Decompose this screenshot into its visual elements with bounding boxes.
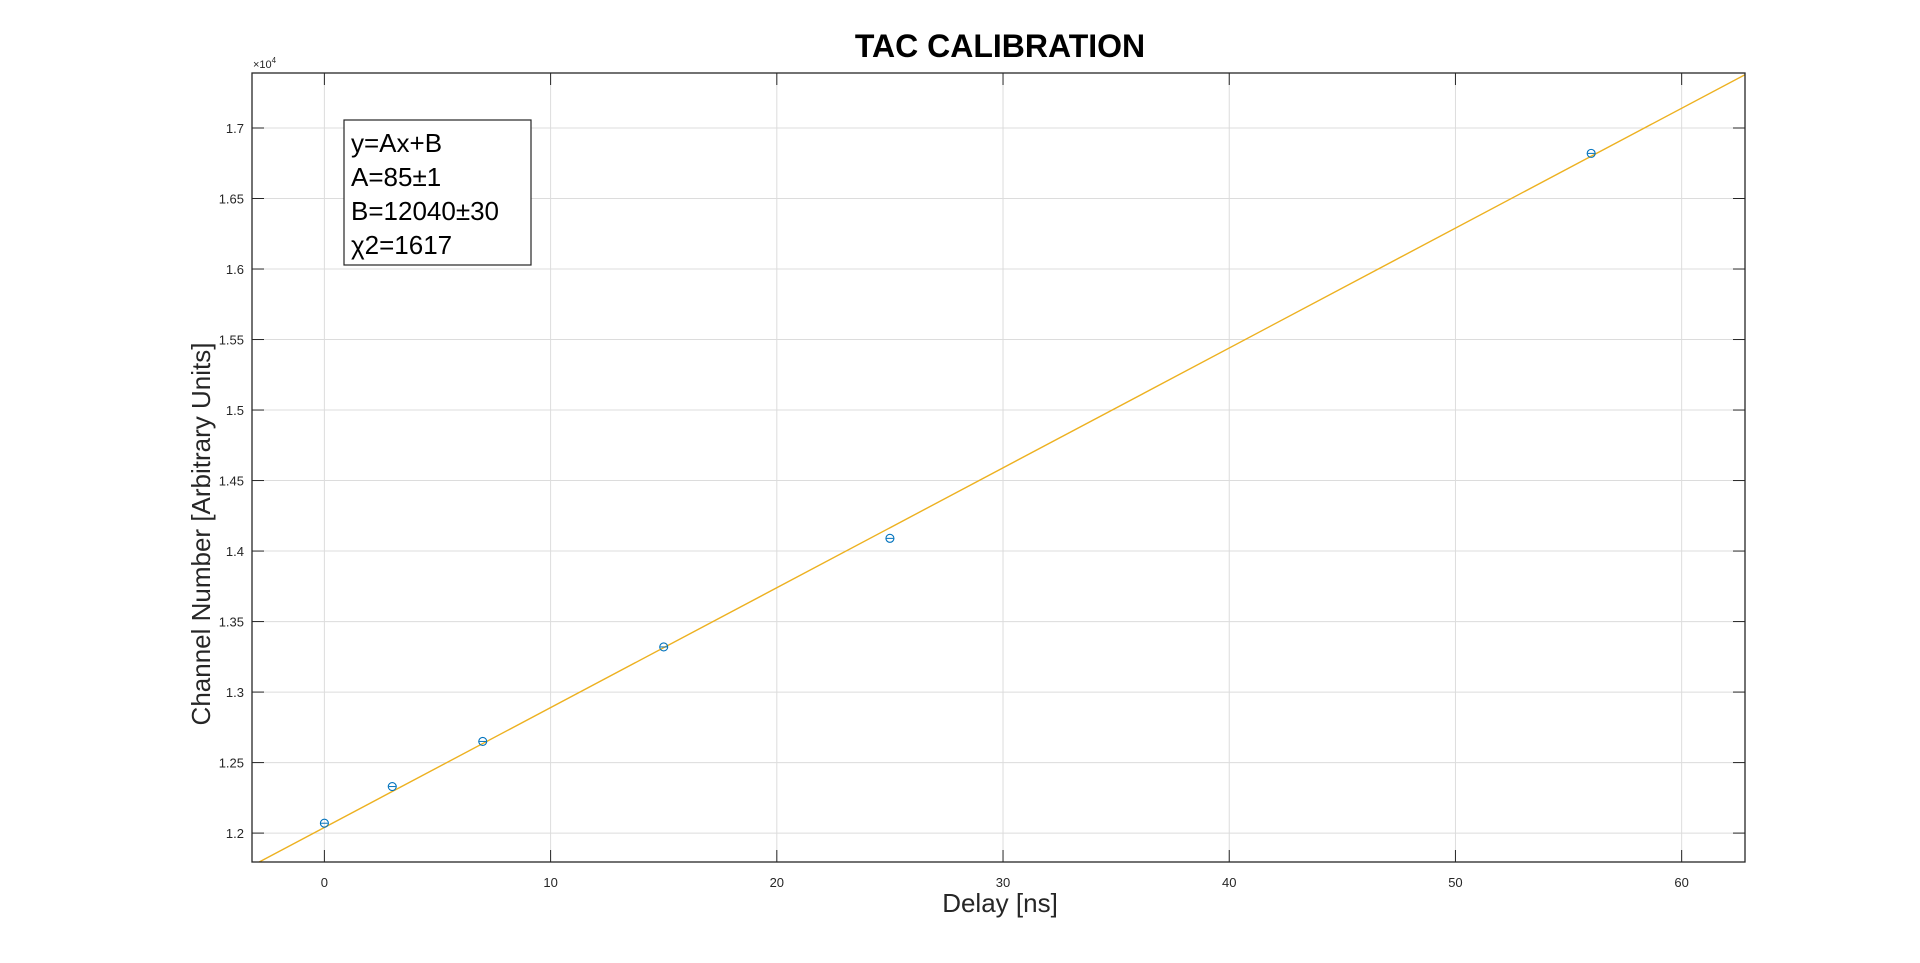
data-point-marker: [659, 642, 669, 652]
annotation-frame: [343, 119, 532, 266]
y-exponent-base: ×10: [253, 59, 272, 71]
x-tick-label: 30: [996, 875, 1010, 890]
data-point-marker: [478, 736, 488, 746]
y-exponent-label: ×104: [253, 56, 277, 71]
y-tick-label: 1.45: [219, 474, 244, 489]
y-tick-label: 1.6: [226, 262, 244, 277]
x-tick-labels: 0 10 20 30 40 50 60: [321, 875, 1689, 890]
y-tick-label: 1.35: [219, 615, 244, 630]
data-point-marker: [1586, 148, 1596, 158]
x-tick-label: 20: [770, 875, 784, 890]
y-tick-label: 1.4: [226, 544, 244, 559]
grid: [252, 73, 1745, 862]
chart-title: TAC CALIBRATION: [855, 28, 1145, 64]
y-axis-label: Channel Number [Arbitrary Units]: [186, 343, 216, 726]
y-tick-label: 1.25: [219, 756, 244, 771]
data-point: [1586, 148, 1596, 158]
y-exponent-power: 4: [272, 56, 277, 65]
annotation-equation: y=Ax+B: [351, 128, 442, 158]
x-axis-label: Delay [ns]: [942, 888, 1058, 918]
y-tick-label: 1.2: [226, 826, 244, 841]
x-tick-label: 40: [1222, 875, 1236, 890]
annotation-slope: A=85±1: [351, 162, 441, 192]
data-point-marker: [885, 533, 895, 543]
annotation-intercept: B=12040±30: [351, 196, 499, 226]
annotation-chi2: χ2=1617: [351, 230, 452, 260]
axis-ticks: [252, 73, 1745, 862]
data-point: [885, 533, 895, 543]
x-tick-label: 50: [1448, 875, 1462, 890]
y-tick-label: 1.65: [219, 192, 244, 207]
fit-line: [257, 74, 1745, 862]
y-tick-label: 1.3: [226, 685, 244, 700]
data-point-marker: [387, 782, 397, 792]
x-tick-label: 10: [543, 875, 557, 890]
y-tick-labels: 1.2 1.25 1.3 1.35 1.4 1.45 1.5 1.55 1.6 1.65 1.7: [219, 121, 244, 841]
data-point: [387, 782, 397, 792]
annotation-box: y=Ax+B A=85±1 B=12040±30 χ2=1617: [343, 119, 532, 266]
data-point: [659, 642, 669, 652]
data-point-marker: [319, 818, 329, 828]
y-tick-label: 1.5: [226, 403, 244, 418]
data-points: [319, 148, 1596, 828]
fit-line-group: [257, 74, 1745, 862]
axes-box: [251, 72, 1746, 863]
data-point: [478, 736, 488, 746]
y-tick-label: 1.55: [219, 333, 244, 348]
y-tick-label: 1.7: [226, 121, 244, 136]
x-tick-label: 0: [321, 875, 328, 890]
data-point: [319, 818, 329, 828]
x-tick-label: 60: [1674, 875, 1688, 890]
